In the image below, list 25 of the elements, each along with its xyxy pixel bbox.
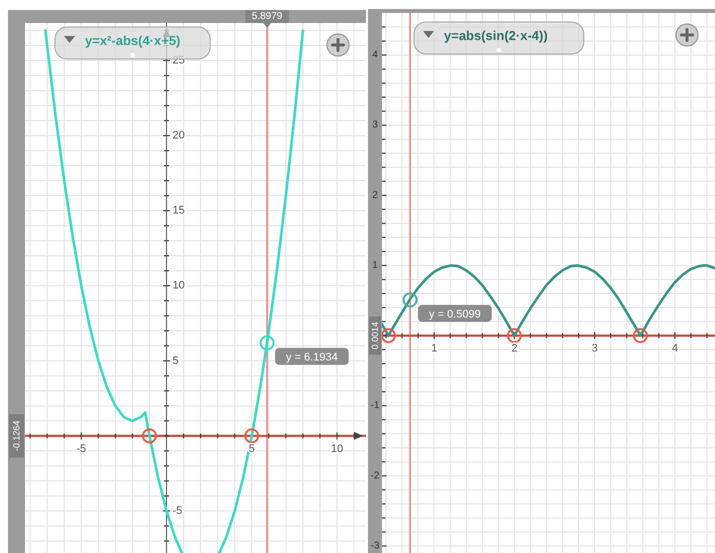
y-tick-label: -3	[370, 540, 380, 552]
data-label: y = 6.1934	[286, 351, 338, 364]
text: -0.1264	[12, 420, 22, 452]
y-tick-label: 2	[372, 190, 378, 201]
y-tick-label: -5	[172, 504, 182, 517]
y-tick-label: 20	[172, 130, 185, 142]
y-tick-label: 10	[172, 280, 185, 292]
x-tick-label: -5	[76, 442, 86, 455]
x-tick-label: 4	[672, 342, 678, 355]
text: 0.0014	[370, 322, 380, 350]
ref-line-label: 5.8979	[252, 11, 283, 22]
y-tick-label: -2	[370, 470, 380, 482]
y-tick-label: 5	[172, 354, 179, 367]
x-tick-label: 2	[511, 342, 518, 355]
x-tick-label: 10	[330, 442, 344, 455]
y-tick-label: 3	[372, 120, 378, 131]
y-tick-label: -1	[370, 400, 380, 412]
y-tick-label: 1	[372, 260, 378, 271]
x-tick-label: 1	[431, 342, 438, 355]
x-tick-label: 3	[592, 342, 598, 355]
y-tick-label: 4	[372, 50, 378, 61]
y-tick-label: 15	[172, 204, 185, 217]
text: y=abs(sin(2·x-4))	[444, 28, 548, 43]
data-label: y = 0.5099	[429, 308, 481, 320]
text: y=x²-abs(4·x+5)	[85, 33, 180, 48]
